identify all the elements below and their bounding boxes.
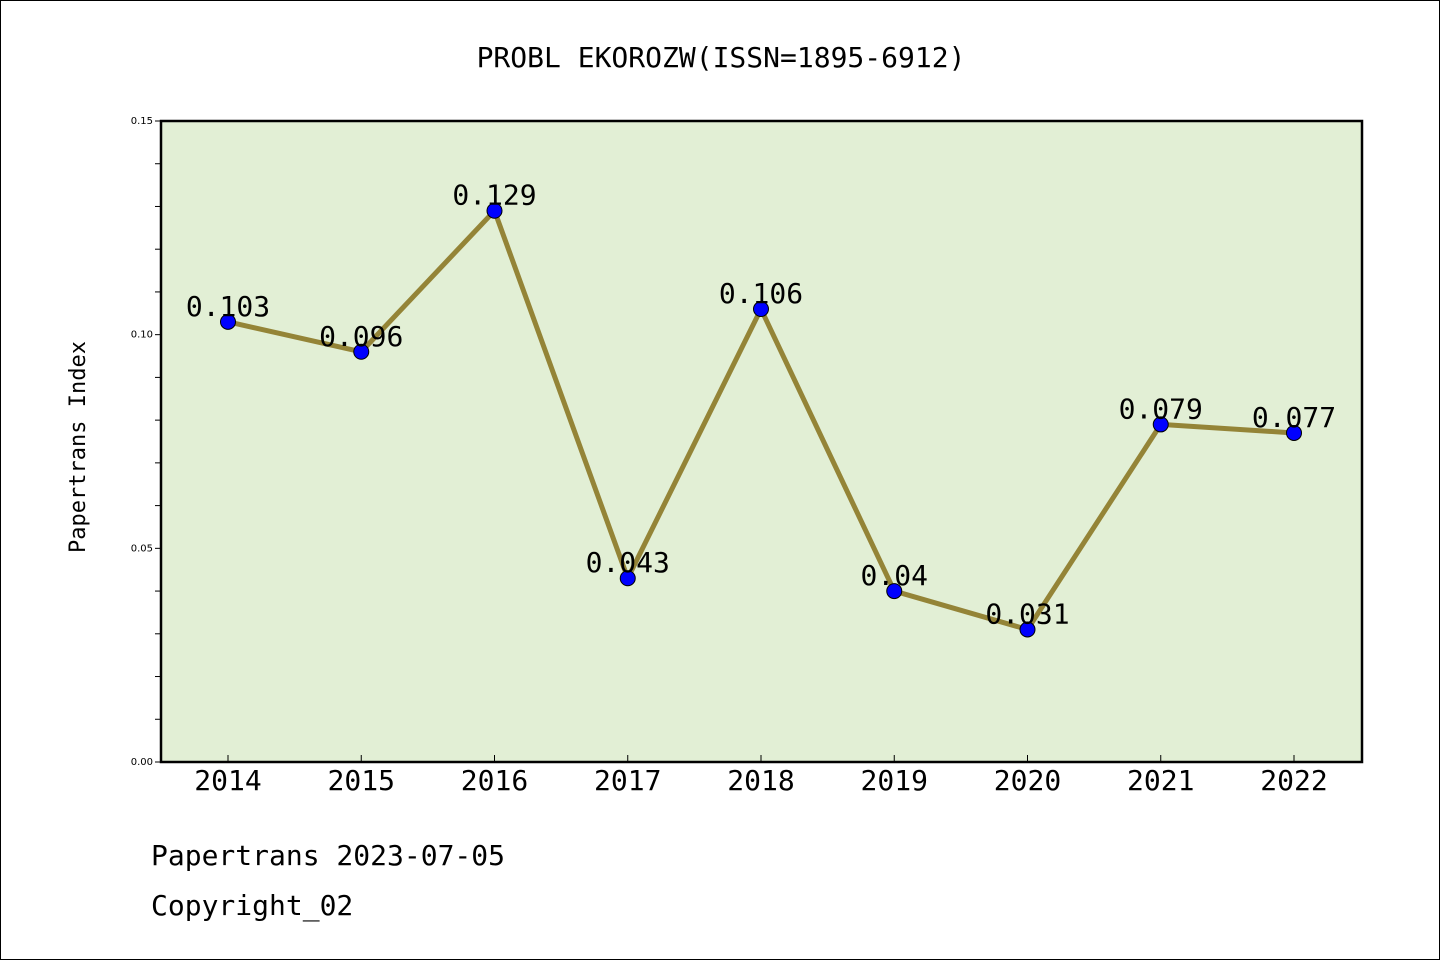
footer-copyright: Copyright_02 — [151, 889, 353, 923]
data-point — [619, 570, 636, 587]
x-tick-label: 2015 — [328, 764, 395, 797]
data-label: 0.043 — [586, 546, 670, 579]
footer-date: Papertrans 2023-07-05 — [151, 839, 505, 872]
plot-border — [159, 119, 1364, 764]
plot-area — [161, 121, 1362, 762]
data-labels-group: 0.103 0.096 0.129 0.043 0.106 0.04 0.031 0.079 0… — [186, 179, 1336, 631]
x-tick-label: 2016 — [461, 764, 528, 797]
data-label: 0.096 — [319, 320, 403, 353]
data-label: 0.106 — [719, 277, 803, 310]
data-point — [1152, 416, 1169, 433]
data-label: 0.129 — [452, 179, 536, 212]
data-label: 0.077 — [1252, 401, 1336, 434]
x-tick-label: 2021 — [1127, 764, 1194, 797]
x-axis: 2014 2015 2016 2017 2018 2019 2020 2021 2022 — [194, 755, 1328, 797]
y-tick-label: 0.00 — [131, 757, 153, 768]
data-label: 0.079 — [1119, 392, 1203, 425]
y-tick-label: 0.10 — [131, 330, 153, 341]
chart-title: PROBL EKOROZW(ISSN=1895-6912) — [477, 41, 966, 74]
x-tick-label: 2017 — [594, 764, 661, 797]
data-point — [1286, 424, 1302, 441]
y-axis-label: Papertrans Index — [66, 341, 91, 553]
data-label: 0.04 — [861, 559, 928, 592]
x-tick-label: 2018 — [727, 764, 794, 797]
x-tick-label: 2020 — [994, 764, 1061, 797]
y-tick-label: 0.05 — [131, 543, 153, 554]
data-point — [1019, 621, 1036, 638]
x-tick-label: 2022 — [1260, 764, 1327, 797]
series-line-group — [220, 202, 1302, 638]
y-axis: 0.00 0.05 0.10 0.15 — [131, 116, 161, 768]
data-point — [886, 583, 903, 600]
data-point — [353, 343, 370, 360]
data-point — [486, 202, 503, 219]
data-label: 0.031 — [985, 598, 1069, 631]
data-point — [753, 301, 769, 318]
x-tick-label: 2014 — [194, 764, 261, 797]
x-tick-label: 2019 — [861, 764, 928, 797]
data-point — [220, 313, 236, 330]
y-tick-label: 0.15 — [131, 116, 153, 127]
data-label: 0.103 — [186, 290, 270, 323]
